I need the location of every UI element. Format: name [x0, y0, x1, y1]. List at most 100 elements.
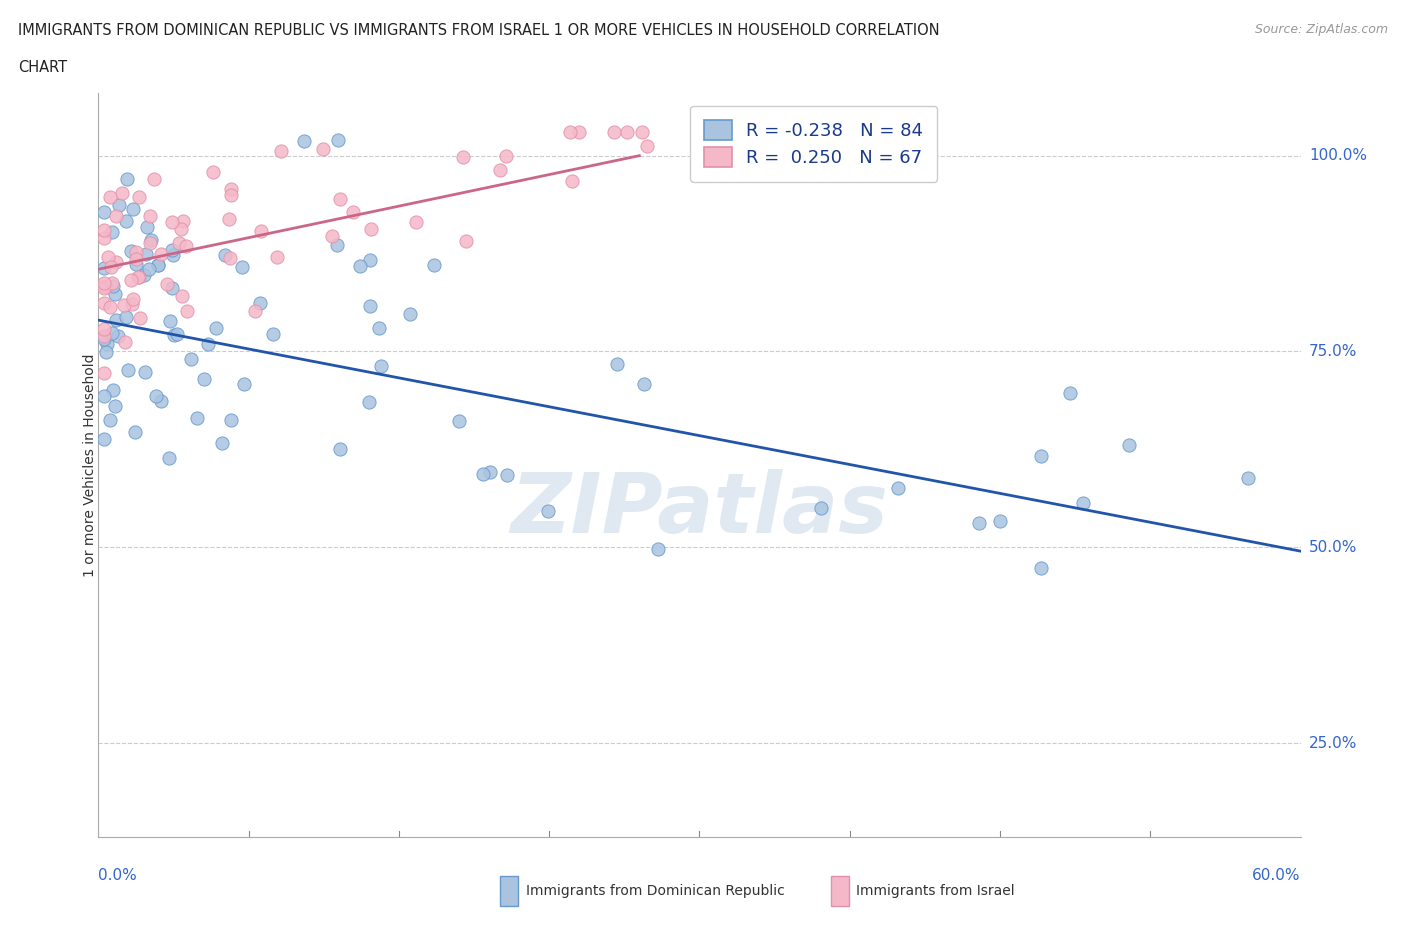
- Point: [117, 363, 139, 378]
- Point: [124, 425, 146, 440]
- Point: [136, 219, 159, 234]
- Point: [211, 435, 233, 450]
- Point: [219, 181, 242, 196]
- Point: [360, 221, 382, 236]
- Point: [602, 125, 624, 140]
- Point: [112, 298, 135, 312]
- Point: [101, 225, 124, 240]
- Point: [122, 202, 145, 217]
- Point: [399, 307, 422, 322]
- Point: [93, 332, 115, 347]
- Point: [128, 270, 150, 285]
- Point: [93, 365, 115, 380]
- Point: [568, 125, 591, 140]
- Point: [454, 233, 477, 248]
- Point: [93, 389, 115, 404]
- Point: [98, 299, 121, 314]
- Point: [174, 239, 197, 254]
- Point: [120, 272, 142, 287]
- Point: [105, 255, 128, 270]
- Text: 0.0%: 0.0%: [98, 869, 138, 883]
- Point: [342, 205, 364, 219]
- Point: [145, 389, 167, 404]
- Point: [115, 213, 138, 228]
- Point: [135, 246, 157, 261]
- Point: [104, 286, 127, 301]
- Point: [214, 247, 236, 262]
- Point: [1237, 471, 1260, 485]
- Text: 100.0%: 100.0%: [1309, 148, 1367, 163]
- Text: Immigrants from Dominican Republic: Immigrants from Dominican Republic: [526, 884, 785, 898]
- Point: [93, 275, 115, 290]
- Point: [93, 205, 115, 219]
- Point: [329, 441, 352, 456]
- Point: [292, 134, 315, 149]
- Point: [94, 345, 117, 360]
- Text: 60.0%: 60.0%: [1253, 869, 1301, 883]
- Point: [105, 312, 128, 327]
- Point: [163, 328, 186, 343]
- Point: [633, 377, 655, 392]
- Point: [156, 276, 179, 291]
- Point: [176, 304, 198, 319]
- Point: [121, 297, 143, 312]
- Point: [146, 258, 169, 272]
- Point: [451, 150, 474, 165]
- Point: [114, 335, 136, 350]
- Point: [472, 467, 495, 482]
- Point: [250, 223, 273, 238]
- Point: [631, 125, 654, 140]
- Point: [134, 365, 156, 379]
- Point: [636, 139, 658, 153]
- Point: [172, 213, 194, 228]
- Point: [311, 141, 333, 156]
- Point: [172, 288, 194, 303]
- Text: 75.0%: 75.0%: [1309, 344, 1357, 359]
- Point: [103, 382, 125, 397]
- Point: [160, 280, 183, 295]
- Point: [326, 133, 349, 148]
- Point: [423, 258, 446, 272]
- Point: [117, 171, 139, 186]
- Point: [96, 337, 118, 352]
- Point: [218, 212, 240, 227]
- Point: [141, 232, 163, 247]
- Point: [359, 253, 381, 268]
- Point: [132, 268, 155, 283]
- Point: [988, 514, 1011, 529]
- Point: [616, 125, 638, 140]
- Point: [93, 230, 115, 245]
- Text: Source: ZipAtlas.com: Source: ZipAtlas.com: [1254, 23, 1388, 36]
- Point: [100, 412, 122, 427]
- Point: [100, 259, 122, 274]
- Point: [97, 249, 120, 264]
- Point: [166, 327, 188, 342]
- Text: 50.0%: 50.0%: [1309, 539, 1357, 554]
- Point: [1031, 561, 1053, 576]
- Point: [93, 222, 115, 237]
- Point: [647, 541, 669, 556]
- Point: [266, 249, 288, 264]
- Point: [170, 221, 193, 236]
- Point: [98, 190, 121, 205]
- Point: [202, 165, 225, 179]
- Point: [326, 237, 349, 252]
- Text: IMMIGRANTS FROM DOMINICAN REPUBLIC VS IMMIGRANTS FROM ISRAEL 1 OR MORE VEHICLES : IMMIGRANTS FROM DOMINICAN REPUBLIC VS IM…: [18, 23, 939, 38]
- Point: [449, 414, 471, 429]
- Point: [243, 303, 266, 318]
- Point: [127, 270, 149, 285]
- Point: [138, 236, 160, 251]
- Point: [111, 186, 134, 201]
- Point: [180, 351, 202, 365]
- Point: [120, 244, 142, 259]
- Point: [93, 296, 115, 311]
- Point: [101, 275, 124, 290]
- Point: [186, 410, 208, 425]
- Point: [558, 125, 581, 140]
- Point: [150, 394, 173, 409]
- Legend: R = -0.238   N = 84, R =  0.250   N = 67: R = -0.238 N = 84, R = 0.250 N = 67: [690, 106, 938, 181]
- Y-axis label: 1 or more Vehicles in Household: 1 or more Vehicles in Household: [83, 353, 97, 577]
- Point: [231, 259, 253, 274]
- Point: [125, 256, 148, 271]
- Point: [218, 250, 240, 265]
